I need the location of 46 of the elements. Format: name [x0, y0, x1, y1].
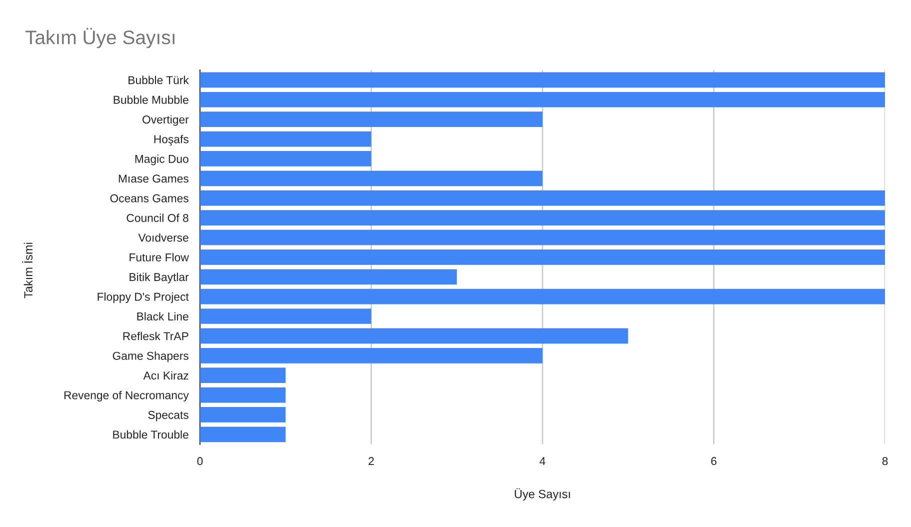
bar [200, 190, 886, 206]
bar [200, 170, 542, 186]
y-tick-label: Bubble Trouble [113, 430, 188, 439]
bar [200, 368, 286, 384]
y-tick-label: Specats [148, 410, 188, 422]
y-tick-label: Floppy D's Project [98, 292, 189, 304]
bar [200, 112, 542, 128]
x-tick-label: 8 [882, 457, 888, 466]
x-tick-label: 6 [711, 457, 716, 466]
bar [200, 210, 886, 226]
y-tick-label: Magic Duo [135, 154, 188, 166]
bar [200, 269, 457, 285]
y-tick-label: Future Flow [130, 253, 189, 262]
bar [200, 288, 886, 304]
chart-title: Takım Üye Sayısı [25, 28, 174, 48]
bar [200, 426, 286, 442]
bar [200, 230, 886, 246]
bar [200, 328, 628, 344]
x-tick-label: 2 [368, 457, 374, 466]
y-tick-label: Black Line [137, 312, 188, 320]
y-axis-title: Takım İsmi [22, 242, 33, 298]
bar [200, 308, 372, 324]
bar [200, 348, 542, 364]
bar [200, 131, 372, 147]
bar [200, 387, 286, 403]
y-tick-label: Council Of 8 [126, 214, 188, 222]
bar [200, 92, 886, 108]
y-tick-label: Mıase Games [118, 174, 188, 183]
y-tick-label: Game Shapers [112, 352, 188, 362]
y-tick-label: Acı Kiraz [143, 371, 188, 380]
x-tick-label: 4 [540, 457, 546, 466]
y-tick-label: Reflesk TrAP [123, 332, 188, 340]
y-tick-label: Hoşafs [154, 134, 188, 146]
bar [200, 407, 286, 422]
y-tick-label: Overtiger [142, 115, 189, 126]
y-tick-label: Bubble Türk [128, 76, 189, 84]
y-tick-label: Revenge of Necromancy [64, 390, 189, 402]
y-tick-label: Bitik Baytlar [130, 272, 189, 284]
bar [200, 249, 886, 265]
bar [200, 72, 886, 88]
y-tick-label: Voıdverse [138, 233, 188, 242]
x-axis-title: Üye Sayısı [514, 488, 570, 501]
bar [200, 151, 372, 166]
y-tick-label: Oceans Games [110, 194, 188, 202]
x-tick-label: 0 [197, 457, 203, 466]
y-tick-label: Bubble Mubble [114, 96, 188, 104]
